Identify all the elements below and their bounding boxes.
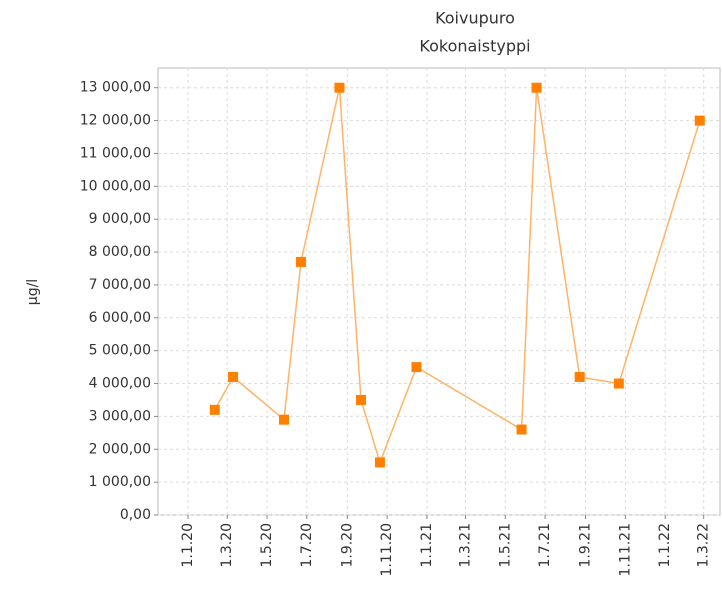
y-tick-label: 2 000,00 <box>89 441 151 457</box>
y-tick-label: 4 000,00 <box>89 376 151 392</box>
x-tick-label: 1.3.21 <box>457 523 473 568</box>
data-point <box>228 371 239 382</box>
y-axis-label: µg/l <box>25 279 41 305</box>
x-tick-label: 1.11.21 <box>617 523 633 576</box>
x-tick-label: 1.1.20 <box>180 523 196 568</box>
chart-subtitle: Kokonaistyppi <box>419 37 530 56</box>
y-tick-label: 5 000,00 <box>89 343 151 359</box>
data-point <box>411 362 422 373</box>
x-tick-label: 1.5.20 <box>259 523 275 568</box>
y-tick-label: 1 000,00 <box>89 474 151 490</box>
y-tick-label: 0,00 <box>120 507 151 523</box>
x-tick-label: 1.3.20 <box>219 523 235 568</box>
x-tick-label: 1.5.21 <box>497 523 513 568</box>
data-point <box>694 115 705 126</box>
x-tick-label: 1.7.20 <box>299 523 315 568</box>
x-tick-label: 1.9.20 <box>339 523 355 568</box>
data-point <box>355 394 366 405</box>
data-point <box>278 414 289 425</box>
y-tick-label: 6 000,00 <box>89 310 151 326</box>
x-tick-label: 1.3.22 <box>696 523 712 568</box>
chart-title: Koivupuro <box>435 9 515 28</box>
data-point <box>334 82 345 93</box>
y-tick-label: 3 000,00 <box>89 408 151 424</box>
y-tick-label: 7 000,00 <box>89 277 151 293</box>
y-tick-label: 10 000,00 <box>80 178 151 194</box>
data-point <box>516 424 527 435</box>
y-tick-label: 11 000,00 <box>80 145 151 161</box>
data-point <box>209 404 220 415</box>
data-point <box>574 371 585 382</box>
x-tick-label: 1.1.22 <box>657 523 673 568</box>
x-tick-label: 1.7.21 <box>537 523 553 568</box>
plot-area <box>157 67 721 516</box>
y-tick-label: 12 000,00 <box>80 113 151 129</box>
x-tick-label: 1.11.20 <box>379 523 395 576</box>
data-point <box>613 378 624 389</box>
y-tick-label: 9 000,00 <box>89 211 151 227</box>
y-tick-label: 8 000,00 <box>89 244 151 260</box>
data-point <box>295 256 306 267</box>
y-tick-label: 13 000,00 <box>80 80 151 96</box>
data-point <box>531 82 542 93</box>
x-tick-label: 1.1.21 <box>419 523 435 568</box>
data-point <box>374 457 385 468</box>
x-tick-label: 1.9.21 <box>578 523 594 568</box>
